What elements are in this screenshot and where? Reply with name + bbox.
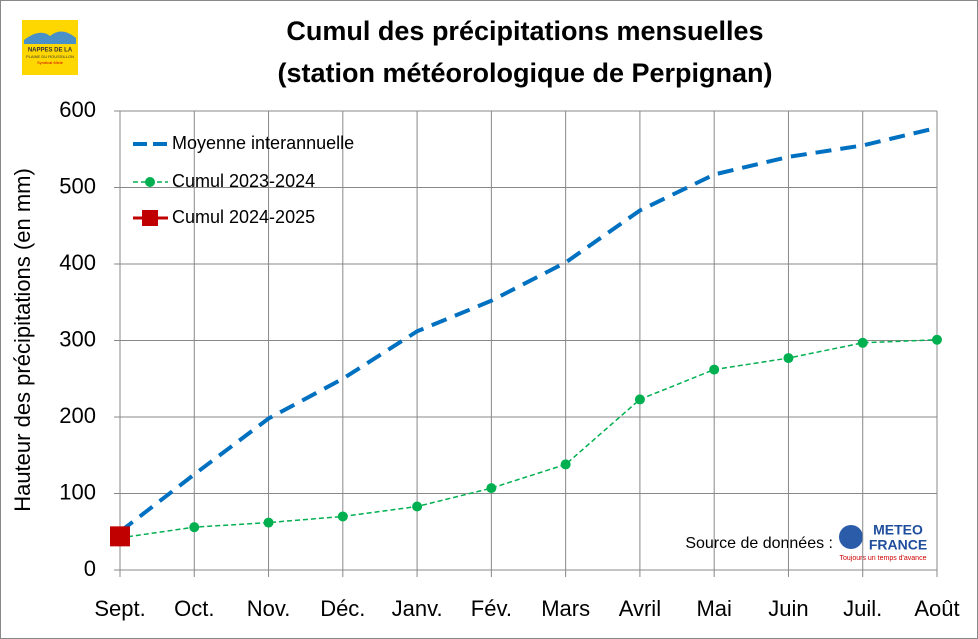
x-tick-label: Mai: [696, 596, 731, 621]
legend-label: Cumul 2024-2025: [172, 207, 315, 227]
y-tick-label: 200: [59, 403, 96, 428]
legend-marker: [142, 210, 158, 226]
legend-label: Cumul 2023-2024: [172, 171, 315, 191]
y-tick-label: 100: [59, 479, 96, 504]
point: [486, 483, 497, 494]
point: [189, 522, 200, 533]
x-tick-label: Juin: [768, 596, 808, 621]
y-axis-label: Hauteur des précipitations (en mm): [10, 168, 35, 512]
meteo-logo-text: Toujours un temps d'avance: [840, 555, 927, 562]
series-line: [118, 125, 938, 534]
legend-label: Moyenne interannuelle: [172, 133, 354, 153]
y-tick-label: 0: [84, 556, 96, 581]
source-text: Source de données :: [685, 535, 833, 552]
point: [560, 459, 571, 470]
point: [634, 394, 645, 405]
meteo-logo-text: METEO: [873, 522, 923, 538]
legend-marker: [145, 177, 155, 187]
chart-title: Cumul des précipitations mensuelles: [286, 16, 763, 46]
x-tick-label: Janv.: [392, 596, 443, 621]
point: [412, 501, 423, 512]
x-tick-label: Oct.: [174, 596, 214, 621]
y-tick-label: 300: [59, 326, 96, 351]
series-line: [119, 338, 938, 539]
logo-text: Syndicat Mixte: [37, 60, 64, 65]
point: [709, 364, 720, 375]
x-tick-label: Déc.: [320, 596, 365, 621]
x-tick-label: Juil.: [843, 596, 882, 621]
point: [263, 517, 274, 528]
logo-text: PLAINE DU ROUSSILLON: [26, 54, 74, 59]
point: [110, 526, 130, 547]
x-tick-label: Sept.: [94, 596, 145, 621]
point: [932, 334, 942, 345]
logo-shape: [24, 31, 76, 44]
x-tick-label: Mars: [541, 596, 590, 621]
x-tick-label: Nov.: [247, 596, 291, 621]
x-tick-label: Fév.: [471, 596, 512, 621]
y-tick-label: 400: [59, 250, 96, 275]
logo-box: [22, 20, 78, 75]
point: [337, 511, 348, 522]
meteo-logo: [839, 525, 863, 549]
x-tick-label: Avril: [619, 596, 661, 621]
y-tick-label: 600: [59, 97, 96, 122]
point: [857, 337, 868, 348]
logo-text: NAPPES DE LA: [28, 48, 73, 54]
x-tick-label: Août: [914, 596, 959, 621]
meteo-logo-text: FRANCE: [869, 537, 927, 553]
point: [783, 353, 794, 364]
y-tick-label: 500: [59, 173, 96, 198]
chart-title: (station météorologique de Perpignan): [277, 58, 772, 88]
